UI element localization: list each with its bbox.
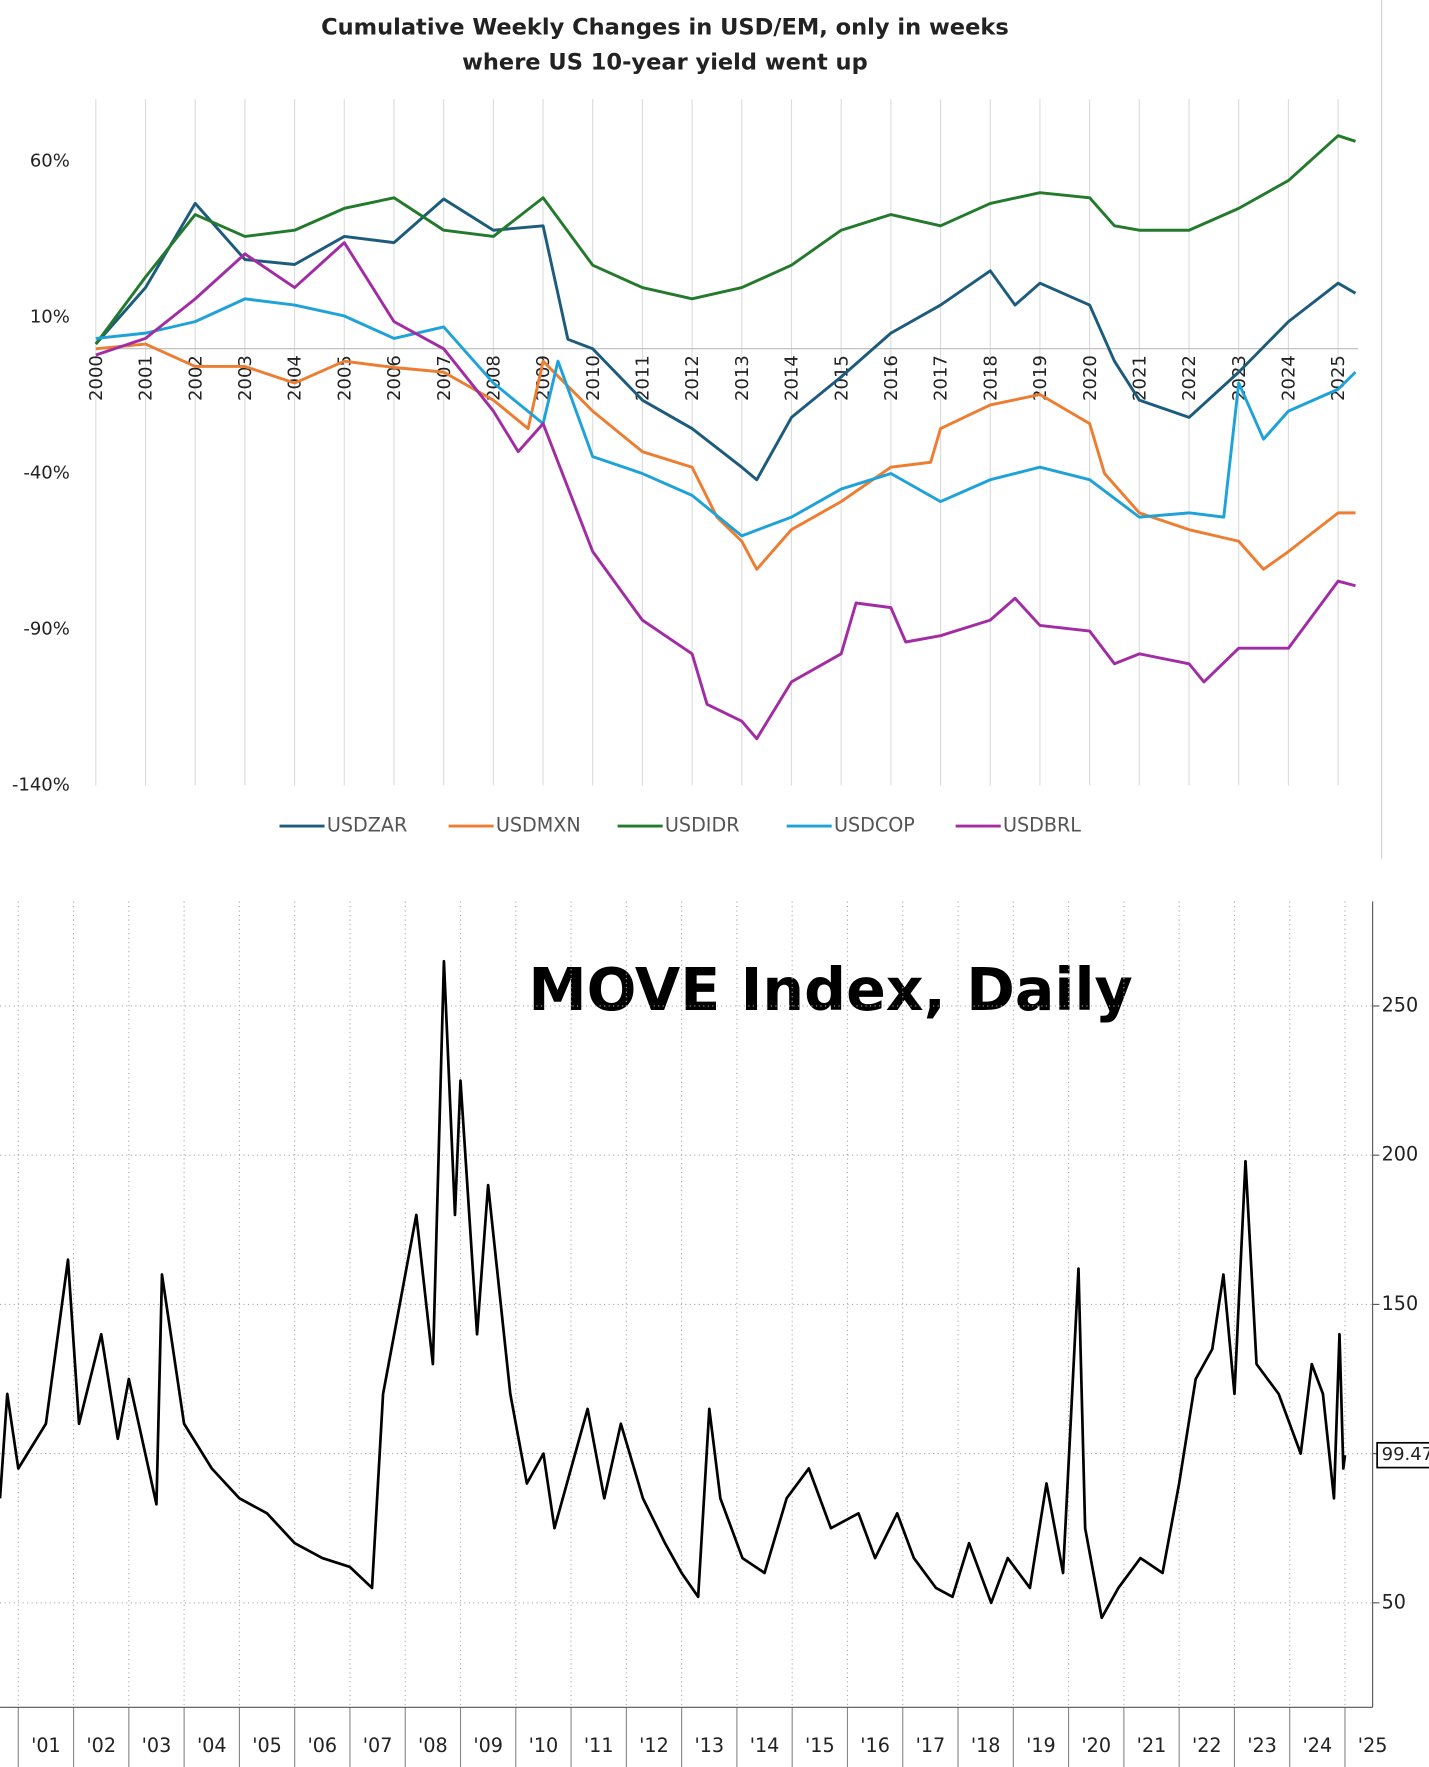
x-tick-label: 2005 (334, 355, 355, 401)
series-line (0, 959, 1347, 1620)
legend-label: USDBRL (1003, 814, 1081, 837)
x-tick-label: '19 (1026, 1734, 1056, 1757)
x-tick-label: '12 (639, 1734, 669, 1757)
x-tick-label: '09 (473, 1734, 503, 1757)
x-tick-label: 2018 (980, 355, 1001, 401)
x-tick-label: '22 (1192, 1734, 1222, 1757)
legend-label: USDIDR (665, 814, 740, 837)
x-tick-label: '17 (916, 1734, 946, 1757)
top-chart: Cumulative Weekly Changes in USD/EM, onl… (12, 0, 1383, 859)
y-tick-label: 250 (1382, 993, 1419, 1016)
x-tick-label: '01 (31, 1734, 61, 1757)
x-tick-label: '16 (860, 1734, 890, 1757)
chart-title: where US 10-year yield went up (462, 50, 868, 76)
x-tick-label: '21 (1137, 1734, 1167, 1757)
x-tick-label: '06 (308, 1734, 338, 1757)
y-tick-label: -90% (23, 618, 70, 639)
x-tick-label: '23 (1247, 1734, 1277, 1757)
x-tick-label: 2006 (384, 355, 405, 401)
x-tick-label: '24 (1303, 1734, 1333, 1757)
y-tick-label: -140% (12, 774, 70, 795)
x-tick-label: 2004 (285, 355, 306, 401)
x-tick-label: 2010 (583, 355, 604, 401)
x-tick-label: '10 (529, 1734, 559, 1757)
x-tick-label: 2022 (1179, 355, 1200, 401)
x-tick-label: 2011 (633, 355, 654, 401)
y-tick-label: -40% (23, 463, 70, 484)
legend-label: USDMXN (496, 814, 581, 837)
y-tick-label: 10% (30, 307, 70, 328)
x-tick-label: 2008 (483, 355, 504, 401)
series-line (95, 297, 1357, 538)
x-tick-label: 2000 (86, 355, 107, 401)
series-line (95, 342, 1356, 571)
x-tick-label: 2012 (682, 355, 703, 401)
x-tick-label: '15 (805, 1734, 835, 1757)
x-tick-label: 2020 (1080, 355, 1101, 401)
series-line (95, 241, 1356, 741)
x-tick-label: '08 (418, 1734, 448, 1757)
y-tick-label: 150 (1382, 1292, 1419, 1315)
x-tick-label: 2001 (136, 355, 157, 401)
x-tick-label: '02 (86, 1734, 116, 1757)
x-tick-label: '25 (1358, 1734, 1388, 1757)
x-tick-label: 2016 (881, 355, 902, 401)
series-line (94, 134, 1356, 345)
chart-title: MOVE Index, Daily (528, 956, 1132, 1024)
x-tick-label: '04 (197, 1734, 227, 1757)
y-tick-label: 200 (1382, 1143, 1419, 1166)
x-tick-label: '13 (694, 1734, 724, 1757)
last-value-box (1376, 1441, 1429, 1469)
x-tick-label: 2007 (434, 355, 455, 401)
x-tick-label: '20 (1081, 1734, 1111, 1757)
x-tick-label: '07 (363, 1734, 393, 1757)
legend-label: USDZAR (327, 814, 407, 837)
x-tick-label: 2025 (1328, 355, 1349, 401)
x-tick-label: 2013 (732, 355, 753, 401)
series-line (94, 197, 1357, 482)
y-tick-label: 50 (1382, 1590, 1406, 1613)
y-tick-label: 60% (30, 151, 70, 172)
x-tick-label: '05 (252, 1734, 282, 1757)
x-tick-label: '14 (750, 1734, 780, 1757)
x-tick-label: '18 (971, 1734, 1001, 1757)
x-tick-label: '03 (142, 1734, 172, 1757)
x-tick-label: '11 (584, 1734, 614, 1757)
x-tick-label: 2021 (1129, 355, 1150, 401)
last-value-label: 99.47 (1382, 1444, 1429, 1465)
x-tick-label: 2014 (782, 355, 803, 401)
legend-label: USDCOP (834, 814, 915, 837)
x-tick-label: 2017 (931, 355, 952, 401)
x-tick-label: 2003 (235, 355, 256, 401)
chart-title: Cumulative Weekly Changes in USD/EM, onl… (321, 15, 1009, 41)
x-tick-label: 2019 (1030, 355, 1051, 401)
x-tick-label: 2024 (1279, 355, 1300, 401)
